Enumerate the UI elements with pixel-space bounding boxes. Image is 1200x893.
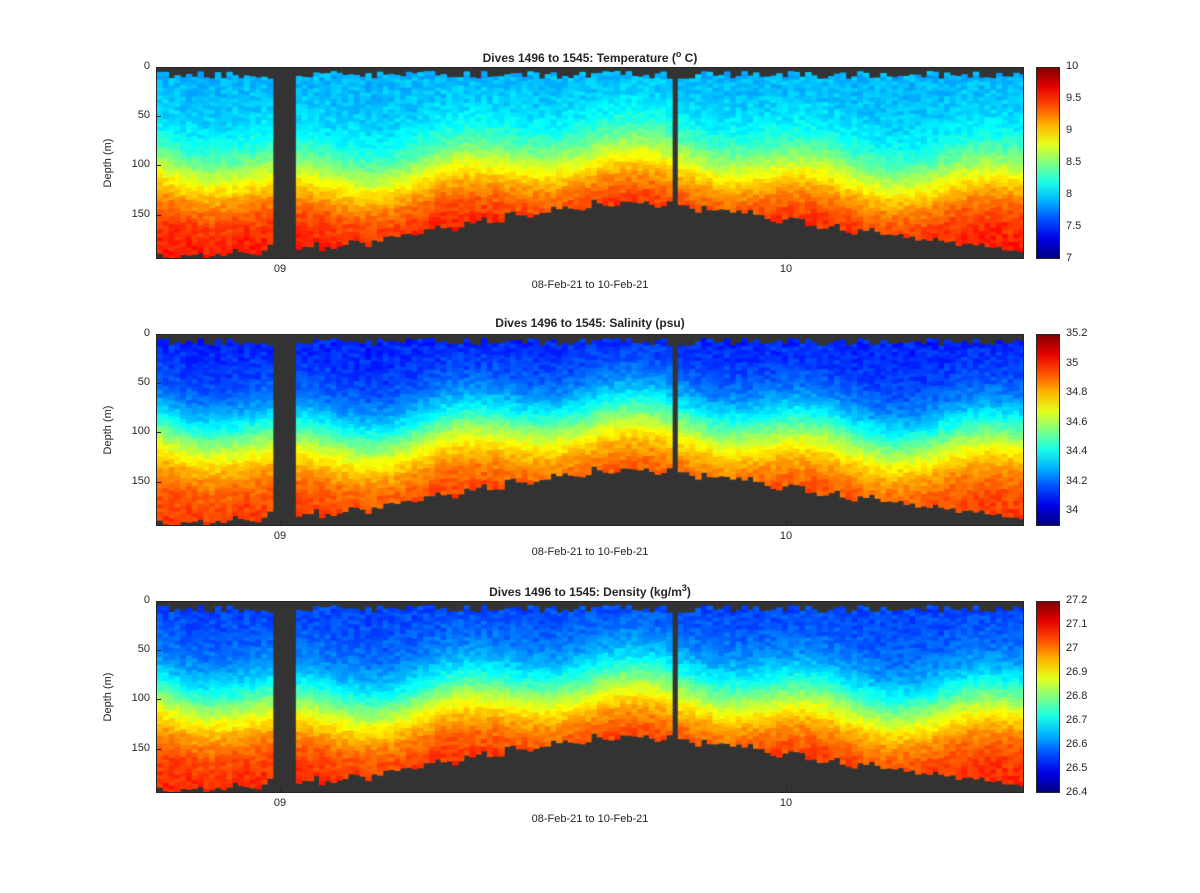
x-tick-label: 10 xyxy=(779,797,793,809)
chart-title-superscript: o xyxy=(675,49,682,59)
chart-title-suffix: ) xyxy=(686,585,691,599)
colorbar-tick-label: 9 xyxy=(1066,124,1073,136)
y-tick-mark xyxy=(156,165,161,167)
salinity-panel: Dives 1496 to 1545: Salinity (psu) Depth … xyxy=(0,316,1200,626)
y-tick-label: 50 xyxy=(137,109,150,122)
colorbar-tick-label: 35.2 xyxy=(1066,327,1088,339)
y-tick-label: 0 xyxy=(143,594,150,606)
y-tick-mark xyxy=(156,334,161,335)
colorbar xyxy=(1036,67,1060,259)
colorbar-tick-label: 10 xyxy=(1066,60,1079,72)
colorbar-tick-label: 35 xyxy=(1066,356,1079,369)
y-tick-mark xyxy=(156,601,161,602)
y-tick-label: 0 xyxy=(143,60,150,72)
chart-title: Dives 1496 to 1545: Salinity (psu) xyxy=(156,316,1024,330)
colorbar-tick-label: 7.5 xyxy=(1066,220,1082,232)
x-tick-mark xyxy=(280,788,281,793)
x-tick-mark xyxy=(786,521,787,526)
y-tick-label: 50 xyxy=(137,643,150,656)
x-tick-label: 09 xyxy=(273,263,287,275)
colorbar-tick-label: 34.2 xyxy=(1066,474,1088,487)
chart-title: Dives 1496 to 1545: Temperature (o C) xyxy=(156,49,1024,65)
x-tick-label: 10 xyxy=(779,263,793,275)
x-tick-mark xyxy=(786,254,787,259)
colorbar-tick-label: 9.5 xyxy=(1066,92,1082,104)
colorbar xyxy=(1036,334,1060,526)
colorbar-tick-label: 7 xyxy=(1066,252,1073,264)
x-axis-label: 08-Feb-21 to 10-Feb-21 xyxy=(531,813,649,825)
chart-title: Dives 1496 to 1545: Density (kg/m3) xyxy=(156,583,1024,599)
y-tick-label: 150 xyxy=(131,474,150,487)
x-tick-label: 10 xyxy=(779,530,793,542)
x-tick-label: 09 xyxy=(273,530,287,542)
y-tick-mark xyxy=(156,748,161,750)
y-tick-mark xyxy=(156,67,161,68)
colorbar-tick-label: 26.7 xyxy=(1066,714,1088,726)
colorbar-tick-label: 27 xyxy=(1066,642,1079,654)
heatmap-canvas xyxy=(157,335,1023,525)
y-tick-label: 100 xyxy=(131,425,150,438)
heatmap-canvas xyxy=(157,68,1023,258)
chart-title-suffix: C) xyxy=(681,51,698,65)
colorbar-tick-label: 26.5 xyxy=(1066,762,1088,774)
colorbar-tick-label: 26.9 xyxy=(1066,666,1088,678)
y-tick-mark xyxy=(156,116,161,118)
colorbar-tick-label: 26.8 xyxy=(1066,690,1088,702)
y-tick-label: 0 xyxy=(143,327,150,339)
colorbar-tick-label: 27.1 xyxy=(1066,618,1088,630)
chart-title-superscript: 3 xyxy=(681,583,687,593)
colorbar-tick-label: 26.4 xyxy=(1066,786,1088,798)
y-tick-mark xyxy=(156,481,161,483)
y-tick-label: 150 xyxy=(131,207,150,220)
heatmap-plot-area xyxy=(156,67,1024,259)
x-tick-mark xyxy=(280,254,281,259)
chart-title-text: Dives 1496 to 1545: Salinity (psu) xyxy=(495,316,685,330)
x-axis-label: 08-Feb-21 to 10-Feb-21 xyxy=(531,279,649,291)
y-tick-mark xyxy=(156,214,161,216)
x-axis-label: 08-Feb-21 to 10-Feb-21 xyxy=(531,546,649,558)
chart-title-text: Dives 1496 to 1545: Density (kg/m xyxy=(489,585,682,599)
y-tick-label: 50 xyxy=(137,376,150,389)
colorbar-tick-label: 8.5 xyxy=(1066,156,1082,168)
colorbar-tick-label: 34.6 xyxy=(1066,415,1088,428)
colorbar-tick-label: 26.6 xyxy=(1066,738,1088,750)
x-tick-mark xyxy=(280,521,281,526)
colorbar xyxy=(1036,601,1060,793)
y-tick-mark xyxy=(156,432,161,434)
y-tick-label: 100 xyxy=(131,158,150,171)
chart-title-text: Dives 1496 to 1545: Temperature ( xyxy=(482,51,676,65)
temperature-panel: Dives 1496 to 1545: Temperature (o C) Dep… xyxy=(0,49,1200,359)
density-panel: Dives 1496 to 1545: Density (kg/m3) Depth… xyxy=(0,583,1200,893)
colorbar-tick-label: 34.4 xyxy=(1066,445,1088,458)
y-tick-label: 150 xyxy=(131,741,150,754)
colorbar-tick-label: 8 xyxy=(1066,188,1073,200)
heatmap-plot-area xyxy=(156,601,1024,793)
y-tick-mark xyxy=(156,699,161,701)
colorbar-tick-label: 27.2 xyxy=(1066,594,1088,606)
x-tick-label: 09 xyxy=(273,797,287,809)
colorbar-tick-label: 34 xyxy=(1066,504,1079,517)
x-tick-mark xyxy=(786,788,787,793)
y-tick-mark xyxy=(156,383,161,385)
y-tick-mark xyxy=(156,650,161,652)
y-tick-label: 100 xyxy=(131,692,150,705)
colorbar-tick-label: 34.8 xyxy=(1066,386,1088,399)
heatmap-plot-area xyxy=(156,334,1024,526)
heatmap-canvas xyxy=(157,602,1023,792)
